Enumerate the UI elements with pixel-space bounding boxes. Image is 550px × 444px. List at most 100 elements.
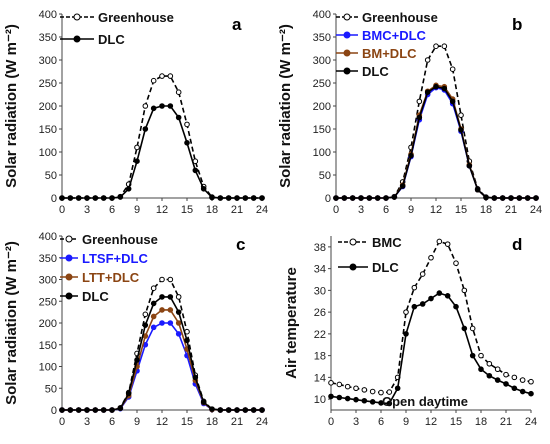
y-tick-label: 0 (325, 193, 331, 205)
chart-panel-d: 10 14 18 22 26 30 34 38 0 3 6 9 12 15 18 21 24 Air temper… (283, 235, 537, 428)
series-line-DLC (330, 292, 532, 405)
x-tick-label: 0 (59, 416, 65, 428)
data-point (150, 105, 157, 112)
data-point (67, 407, 74, 413)
y-tick-label: 300 (39, 55, 57, 67)
data-point (449, 66, 456, 72)
data-point (411, 284, 418, 291)
data-point (167, 307, 174, 313)
series-line-BMC (330, 240, 532, 394)
data-point (499, 195, 506, 201)
data-point (159, 294, 165, 300)
x-tick-label: 12 (156, 416, 168, 428)
data-point (361, 397, 368, 404)
data-point (408, 152, 414, 159)
y-tick-label: 18 (314, 351, 326, 363)
legend-marker (65, 254, 73, 262)
data-point (167, 276, 174, 283)
data-point (217, 195, 224, 201)
data-point (92, 195, 99, 201)
data-point (478, 352, 484, 359)
y-tick-label: 350 (39, 253, 57, 265)
data-point (358, 195, 364, 201)
data-point (159, 276, 165, 283)
data-point (192, 374, 199, 381)
data-point (419, 271, 426, 277)
panel-label: b (512, 15, 522, 34)
data-point (84, 195, 90, 201)
y-axis-label: Air temperature (283, 267, 300, 379)
y-tick-label: 150 (39, 124, 57, 136)
data-point (494, 377, 501, 383)
y-tick-label: 34 (314, 264, 326, 276)
x-tick-label: 12 (430, 204, 442, 216)
data-point (511, 374, 518, 381)
data-point (259, 407, 265, 413)
data-point (109, 407, 115, 413)
y-tick-label: 400 (313, 9, 331, 21)
data-point (453, 260, 459, 266)
data-point (117, 194, 124, 200)
data-point (416, 98, 423, 105)
x-tick-label: 18 (206, 416, 218, 428)
data-point (403, 331, 409, 337)
data-point (242, 407, 249, 413)
data-point (250, 407, 257, 413)
x-tick-label: 6 (383, 204, 389, 216)
data-point (75, 195, 82, 201)
data-point (441, 85, 448, 92)
data-point (428, 254, 434, 261)
x-tick-label: 18 (475, 416, 487, 428)
x-tick-label: 9 (134, 204, 140, 216)
data-point (225, 195, 232, 201)
legend-marker (343, 13, 351, 21)
data-point (374, 195, 381, 201)
data-point (494, 366, 501, 373)
data-point (508, 195, 514, 201)
x-tick-label: 9 (403, 416, 409, 428)
data-point (100, 195, 107, 201)
legend-label: DLC (82, 289, 109, 304)
legend-marker (73, 13, 81, 21)
data-point (519, 377, 526, 383)
data-point (424, 89, 431, 95)
data-point (167, 294, 174, 300)
data-point (336, 394, 343, 401)
data-point (449, 98, 456, 105)
data-point (100, 407, 107, 413)
y-tick-label: 30 (314, 285, 326, 297)
data-point (441, 43, 448, 50)
y-tick-label: 350 (39, 32, 57, 44)
data-point (159, 307, 165, 313)
series-line-DLC (336, 85, 536, 199)
data-point (209, 406, 215, 412)
data-point (433, 43, 439, 50)
panel-label: c (236, 235, 245, 254)
legend-label: DLC (362, 64, 389, 79)
legend-marker (65, 235, 73, 243)
y-tick-label: 50 (45, 383, 57, 395)
x-tick-label: 12 (156, 204, 168, 216)
data-point (383, 195, 389, 201)
data-point (328, 393, 334, 400)
data-point (159, 73, 165, 79)
data-point (386, 400, 393, 407)
y-tick-label: 38 (314, 242, 326, 254)
y-tick-label: 100 (313, 147, 331, 159)
data-point (486, 360, 493, 367)
data-point (341, 195, 348, 201)
y-tick-label: 400 (39, 231, 57, 243)
x-tick-label: 0 (328, 416, 334, 428)
series-line-DLC (62, 296, 262, 411)
data-point (125, 186, 132, 192)
data-point (150, 324, 157, 331)
x-tick-label: 24 (256, 416, 268, 428)
data-point (117, 405, 124, 412)
data-point (192, 167, 199, 174)
data-point (175, 294, 182, 300)
data-point (349, 195, 356, 201)
data-point (328, 380, 334, 386)
x-tick-label: 18 (480, 204, 492, 216)
data-point (386, 389, 393, 395)
